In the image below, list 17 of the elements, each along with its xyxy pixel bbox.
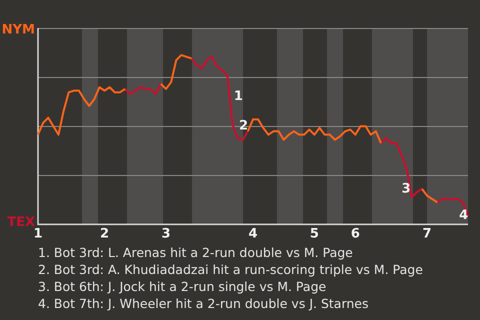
x-tick-label: 7 [422,226,432,242]
annotation: 3 [402,181,411,196]
x-tick-label: 3 [161,226,170,242]
annotation: 1 [234,89,243,104]
text: TEX [7,214,35,230]
text: 2. Bot 3rd: A. Khudiadadzai hit a run-scoring triple vs M. Page [38,261,424,278]
text: 4. Bot 7th: J. Wheeler hit a 2-run double vs J. Starnes [38,295,370,312]
text: 3. Bot 6th: J. Jock hit a 2-run single vs M. Page [38,278,328,295]
x-tick-label: 5 [310,226,319,242]
x-tick-label: 4 [248,226,258,242]
text: 1. Bot 3rd: L. Arenas hit a 2-run double vs M. Page [38,244,354,261]
annotation: 4 [459,208,468,223]
annotation: 2 [239,118,248,134]
x-tick-label: 2 [100,226,110,242]
x-tick-label: 6 [350,226,360,242]
text: NYM [2,22,35,38]
x-tick-label: 1 [33,226,43,242]
